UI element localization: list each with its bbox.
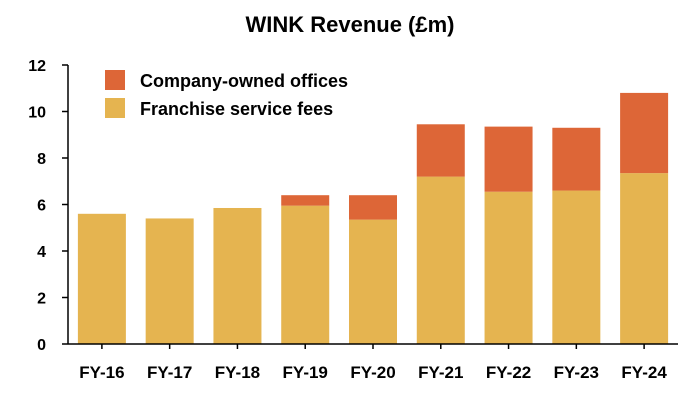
y-tick-label: 8: [37, 151, 46, 168]
legend-label: Company-owned offices: [140, 71, 348, 91]
bar-franchise-service-fees-fy-24: [620, 173, 669, 344]
x-tick-label: FY-17: [147, 363, 192, 382]
bar-franchise-service-fees-fy-17: [145, 218, 194, 344]
x-tick-label: FY-19: [283, 363, 328, 382]
y-tick-label: 12: [28, 58, 46, 75]
bar-company-owned-offices-fy-20: [349, 195, 397, 220]
y-tick-label: 4: [37, 244, 46, 261]
x-tick-label: FY-20: [350, 363, 395, 382]
bar-franchise-service-fees-fy-21: [416, 176, 465, 344]
x-tick-label: FY-16: [79, 363, 124, 382]
bar-franchise-service-fees-fy-19: [281, 205, 330, 344]
legend-swatch: [105, 98, 125, 118]
bar-company-owned-offices-fy-23: [552, 127, 601, 191]
y-tick-label: 6: [37, 198, 46, 215]
x-tick-label: FY-22: [486, 363, 531, 382]
bar-franchise-service-fees-fy-23: [552, 190, 601, 344]
legend-label: Franchise service fees: [140, 99, 333, 119]
bar-company-owned-offices-fy-21: [416, 124, 465, 177]
x-tick-label: FY-23: [554, 363, 599, 382]
bar-company-owned-offices-fy-22: [484, 126, 533, 192]
chart-title: WINK Revenue (£m): [245, 12, 455, 37]
bar-franchise-service-fees-fy-22: [484, 191, 533, 344]
y-tick-label: 10: [28, 105, 46, 122]
bar-company-owned-offices-fy-19: [281, 195, 330, 206]
x-tick-label: FY-21: [418, 363, 463, 382]
bar-franchise-service-fees-fy-20: [349, 219, 397, 344]
bar-franchise-service-fees-fy-18: [213, 207, 262, 344]
x-tick-label: FY-24: [621, 363, 667, 382]
bar-franchise-service-fees-fy-16: [77, 213, 126, 344]
y-tick-label: 2: [37, 291, 46, 308]
x-tick-label: FY-18: [215, 363, 260, 382]
y-tick-label: 0: [37, 337, 46, 354]
bar-company-owned-offices-fy-24: [620, 92, 669, 174]
legend-swatch: [105, 70, 125, 90]
